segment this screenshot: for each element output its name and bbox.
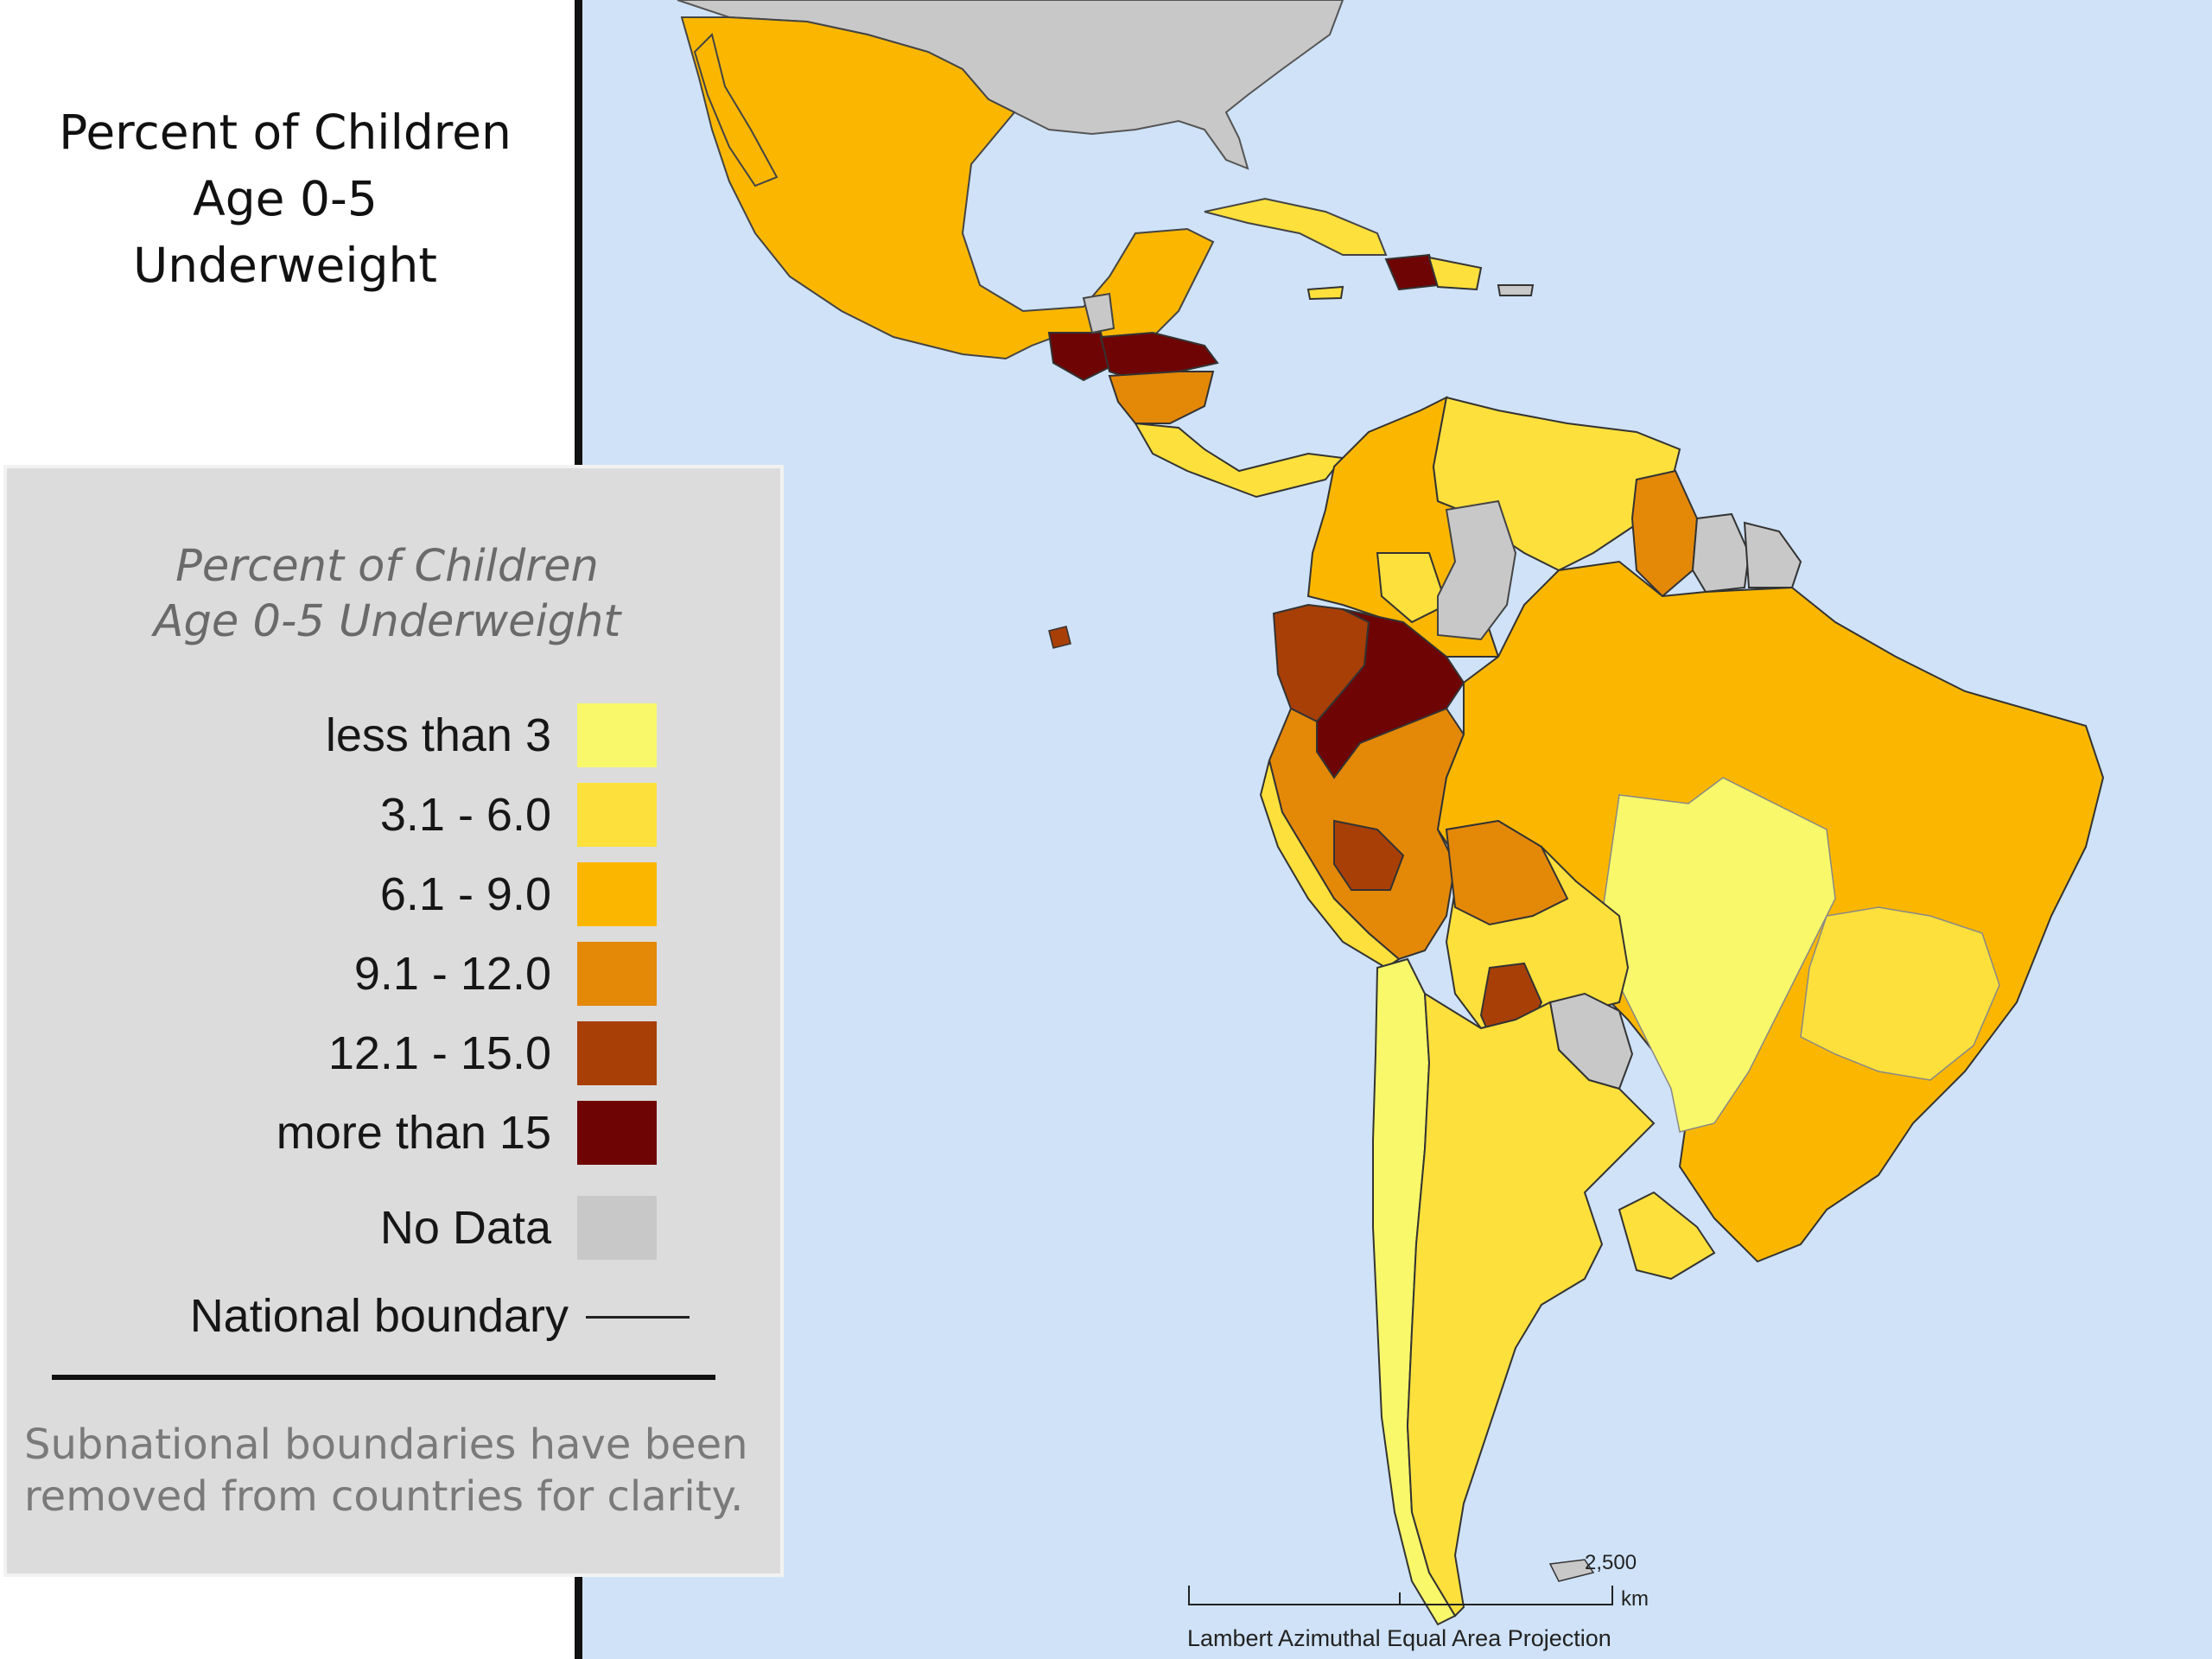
legend-swatch [577, 703, 657, 767]
legend-note-line: removed from countries for clarity. [24, 1472, 744, 1521]
legend-divider [52, 1375, 715, 1380]
legend-item: 9.1 - 12.0 [7, 942, 664, 1006]
legend-item-boundary: National boundary [7, 1284, 785, 1348]
map-canvas [582, 0, 2212, 1659]
legend-title: Percent of Children Age 0-5 Underweight [7, 539, 767, 650]
legend-swatch [577, 862, 657, 926]
scale-value-label: 2,500 [1585, 1551, 1637, 1574]
legend-item: 12.1 - 15.0 [7, 1021, 664, 1085]
legend-item: 3.1 - 6.0 [7, 783, 664, 847]
page-title-line: Underweight [133, 238, 437, 293]
region-french-guiana-no-data [1743, 521, 1802, 588]
legend-item-label: less than 3 [325, 709, 551, 761]
region-honduras [1099, 331, 1219, 382]
legend-item-no-data: No Data [7, 1196, 664, 1260]
region-dominican-republic [1427, 256, 1483, 291]
region-suriname-no-data [1691, 512, 1751, 594]
region-falklands [1548, 1559, 1595, 1582]
region-mexico [680, 16, 1215, 360]
region-puerto-rico-no-data [1497, 284, 1535, 296]
page-title-line: Age 0-5 [193, 171, 378, 226]
legend-swatch [577, 1101, 657, 1165]
region-galapagos [1048, 626, 1071, 649]
region-uruguay [1618, 1191, 1716, 1281]
legend-swatch [577, 942, 657, 1006]
legend-title-line: Percent of Children [175, 541, 599, 592]
legend-note-line: Subnational boundaries have been [24, 1421, 748, 1469]
legend-swatch [577, 783, 657, 847]
legend-item-label: No Data [379, 1202, 551, 1254]
legend-item: more than 15 [7, 1101, 664, 1165]
legend-item-label: 6.1 - 9.0 [379, 868, 551, 920]
legend-panel: Percent of Children Age 0-5 Underweight … [3, 465, 784, 1577]
region-colombia-west [1376, 552, 1448, 624]
region-cuba [1204, 197, 1388, 256]
legend-item-label: more than 15 [276, 1107, 551, 1159]
boundary-line-symbol [586, 1316, 690, 1319]
projection-label: Lambert Azimuthal Equal Area Projection [1187, 1625, 1611, 1651]
region-colombia-east-no-data [1437, 499, 1517, 641]
legend-swatch [577, 1021, 657, 1085]
map-panel[interactable]: 2,500 km Lambert Azimuthal Equal Area Pr… [575, 0, 2212, 1659]
scale-unit-label: km [1621, 1587, 1649, 1611]
boundary-label: National boundary [189, 1290, 569, 1342]
legend-item: less than 3 [7, 703, 664, 767]
page-title-line: Percent of Children [59, 105, 512, 160]
legend-item-label: 9.1 - 12.0 [353, 948, 551, 1000]
legend-title-line: Age 0-5 Underweight [153, 596, 621, 647]
region-baja [693, 33, 779, 188]
legend-item: 6.1 - 9.0 [7, 862, 664, 926]
region-argentina [1406, 992, 1656, 1618]
legend-note: Subnational boundaries have been removed… [24, 1419, 776, 1522]
legend-item-label: 3.1 - 6.0 [379, 789, 551, 841]
region-belize-no-data [1082, 292, 1116, 334]
scale-line [1188, 1586, 1613, 1605]
legend-item-label: 12.1 - 15.0 [327, 1027, 551, 1079]
region-bolivia-west [1445, 819, 1569, 926]
region-jamaica [1306, 285, 1344, 301]
scale-bar: 2,500 km Lambert Azimuthal Equal Area Pr… [1187, 1551, 1706, 1651]
region-brazil-northeast [1800, 906, 2000, 1081]
region-guyana [1630, 469, 1699, 598]
legend-swatch [577, 1196, 657, 1260]
page-title: Percent of Children Age 0-5 Underweight [0, 99, 570, 299]
region-peru-south-dark [1333, 819, 1405, 891]
region-nicaragua [1108, 371, 1215, 424]
